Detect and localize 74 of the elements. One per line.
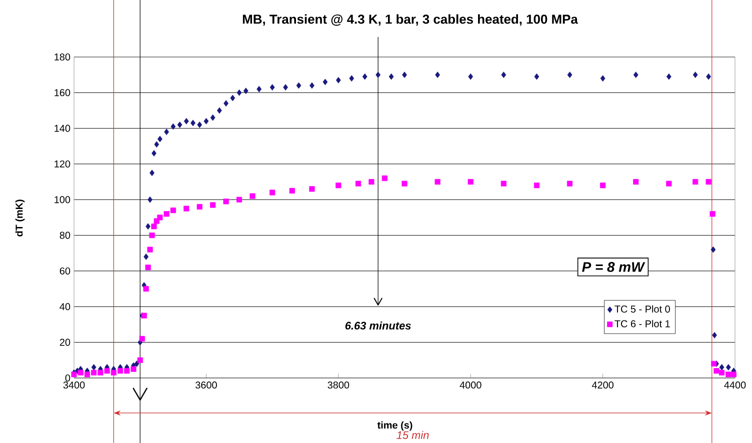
point [71, 372, 77, 378]
point [666, 180, 672, 186]
x-axis-title: time (s) [377, 421, 412, 431]
annotation: P = 8 mW [582, 262, 646, 272]
point [710, 211, 716, 217]
legend-label: TC 6 - Plot 1 [614, 320, 670, 328]
point [600, 182, 606, 188]
point [78, 370, 84, 376]
point [706, 179, 712, 185]
y-tick-label: 40 [60, 303, 70, 310]
point [714, 368, 720, 374]
point [534, 182, 540, 188]
point [730, 372, 736, 378]
point [566, 180, 573, 186]
point [149, 232, 155, 238]
y-tick-label: 20 [60, 338, 70, 346]
x-tick-label: 4400 [724, 382, 746, 389]
point [184, 206, 190, 212]
point [151, 224, 157, 230]
point [98, 370, 104, 376]
point [117, 368, 124, 374]
point [726, 372, 732, 378]
point [402, 180, 408, 186]
y-tick-label: 180 [54, 53, 70, 61]
point [355, 180, 362, 186]
chart-title: MB, Transient @ 4.3 K, 1 bar, 3 cables heated, 100 MPa [242, 14, 578, 26]
y-tick-label: 120 [54, 160, 70, 168]
point [633, 179, 639, 185]
y-tick-label: 140 [54, 124, 70, 132]
legend-label: TC 5 - Plot 0 [614, 305, 670, 313]
point [223, 198, 229, 204]
x-tick-label: 3400 [63, 382, 85, 389]
point [382, 175, 388, 182]
point [250, 193, 256, 199]
point [139, 336, 145, 342]
point [164, 211, 170, 217]
point [692, 179, 698, 185]
y-tick-label: 160 [54, 89, 70, 96]
ref-line-label: 6.63 minutes [345, 322, 411, 330]
text: 15 min [396, 430, 429, 440]
y-axis-title: dT (mK) [15, 200, 25, 236]
point [130, 366, 136, 372]
point [110, 370, 116, 376]
point [236, 196, 242, 202]
point [91, 370, 97, 376]
point [719, 370, 725, 376]
y-tick-label: 0 [65, 374, 70, 382]
point [500, 180, 506, 186]
point [336, 182, 342, 188]
point [147, 246, 153, 252]
point [289, 188, 295, 194]
x-tick-label: 4200 [592, 382, 614, 389]
point [309, 186, 315, 192]
x-tick-label: 4000 [460, 382, 482, 389]
point [104, 368, 110, 374]
point [124, 368, 130, 374]
y-tick-label: 80 [60, 232, 70, 239]
point [196, 204, 202, 210]
y-tick-label: 100 [54, 196, 70, 204]
point [170, 208, 176, 214]
point [368, 179, 374, 185]
point [137, 357, 143, 363]
point [711, 360, 717, 367]
point [145, 264, 151, 270]
point [143, 286, 149, 292]
x-tick-label: 3800 [328, 382, 350, 389]
point [157, 214, 163, 220]
point [210, 202, 216, 208]
point [84, 372, 90, 378]
y-tick-label: 60 [60, 267, 70, 275]
point [434, 179, 440, 185]
point [468, 179, 474, 185]
point [270, 190, 276, 196]
x-tick-label: 3600 [196, 382, 217, 389]
